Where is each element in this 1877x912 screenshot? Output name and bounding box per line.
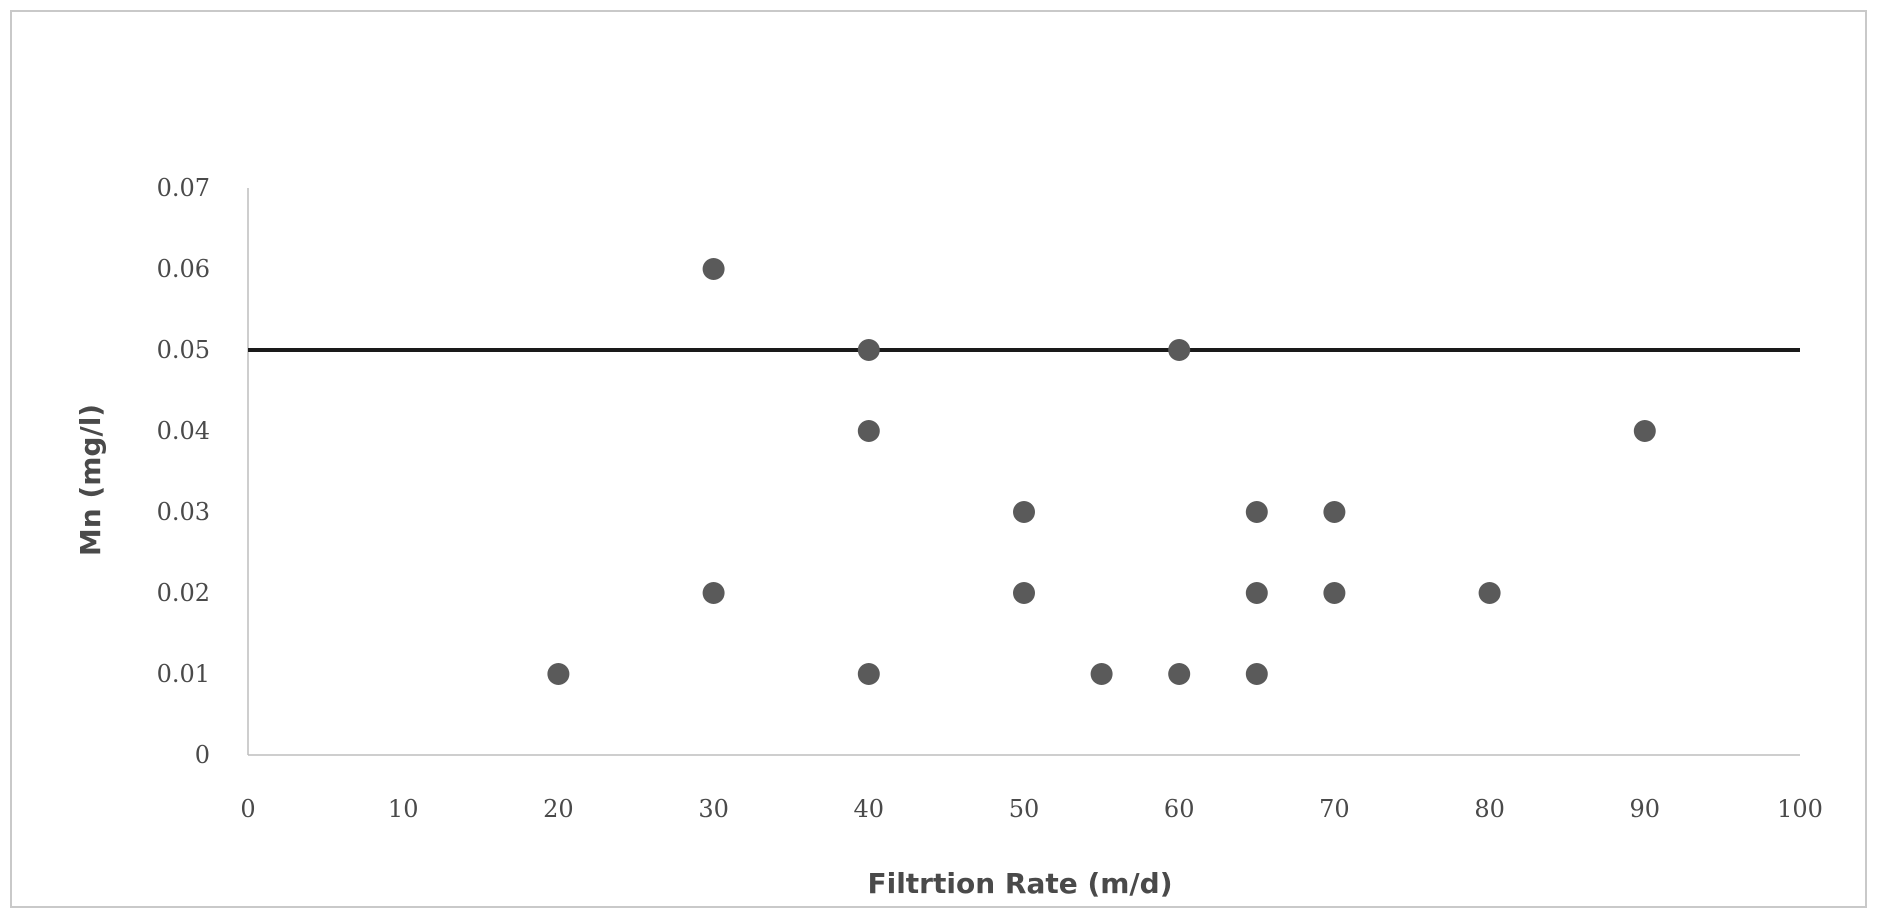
y-tick-label: 0.05	[157, 336, 210, 364]
data-point	[1245, 663, 1268, 685]
x-tick-label: 90	[1630, 795, 1661, 823]
x-tick-label: 40	[854, 795, 885, 823]
y-tick-label: 0.01	[157, 660, 210, 688]
data-point	[1323, 582, 1346, 604]
data-point	[1013, 582, 1035, 604]
data-point	[1633, 420, 1656, 442]
y-tick-label: 0.02	[157, 579, 210, 607]
y-tick-label: 0.07	[157, 174, 210, 202]
data-point	[1168, 663, 1191, 685]
data-point	[857, 663, 880, 685]
data-points	[547, 258, 1656, 685]
data-point	[1323, 501, 1346, 523]
x-tick-label: 20	[543, 795, 574, 823]
axes	[247, 188, 1800, 756]
data-point	[1245, 501, 1268, 523]
x-tick-label: 70	[1319, 795, 1350, 823]
data-point	[1013, 501, 1035, 523]
y-tick-label: 0	[195, 741, 210, 769]
x-tick-label: 100	[1777, 795, 1823, 823]
x-tick-label: 50	[1009, 795, 1040, 823]
data-point	[1245, 582, 1268, 604]
y-tick-label: 0.03	[157, 498, 210, 526]
y-axis-title: Mn (mg/l)	[74, 404, 107, 556]
y-tick-labels: 0 0.01 0.02 0.03 0.04 0.05 0.06 0.07	[157, 174, 210, 769]
data-point	[702, 582, 725, 604]
x-axis-title: Filtrtion Rate (m/d)	[867, 867, 1172, 900]
x-tick-label: 0	[240, 795, 255, 823]
x-tick-label: 10	[388, 795, 419, 823]
data-point	[1168, 339, 1191, 361]
data-point	[1090, 663, 1113, 685]
x-tick-label: 80	[1474, 795, 1505, 823]
y-tick-label: 0.06	[157, 255, 210, 283]
x-tick-label: 30	[698, 795, 729, 823]
data-point	[547, 663, 570, 685]
data-point	[857, 420, 880, 442]
data-point	[702, 258, 725, 280]
data-point	[857, 339, 880, 361]
data-point	[1478, 582, 1501, 604]
x-tick-labels: 0 10 20 30 40 50 60 70 80 90 100	[240, 795, 1823, 823]
y-tick-label: 0.04	[157, 417, 210, 445]
chart-frame	[10, 10, 1867, 908]
x-tick-label: 60	[1164, 795, 1195, 823]
